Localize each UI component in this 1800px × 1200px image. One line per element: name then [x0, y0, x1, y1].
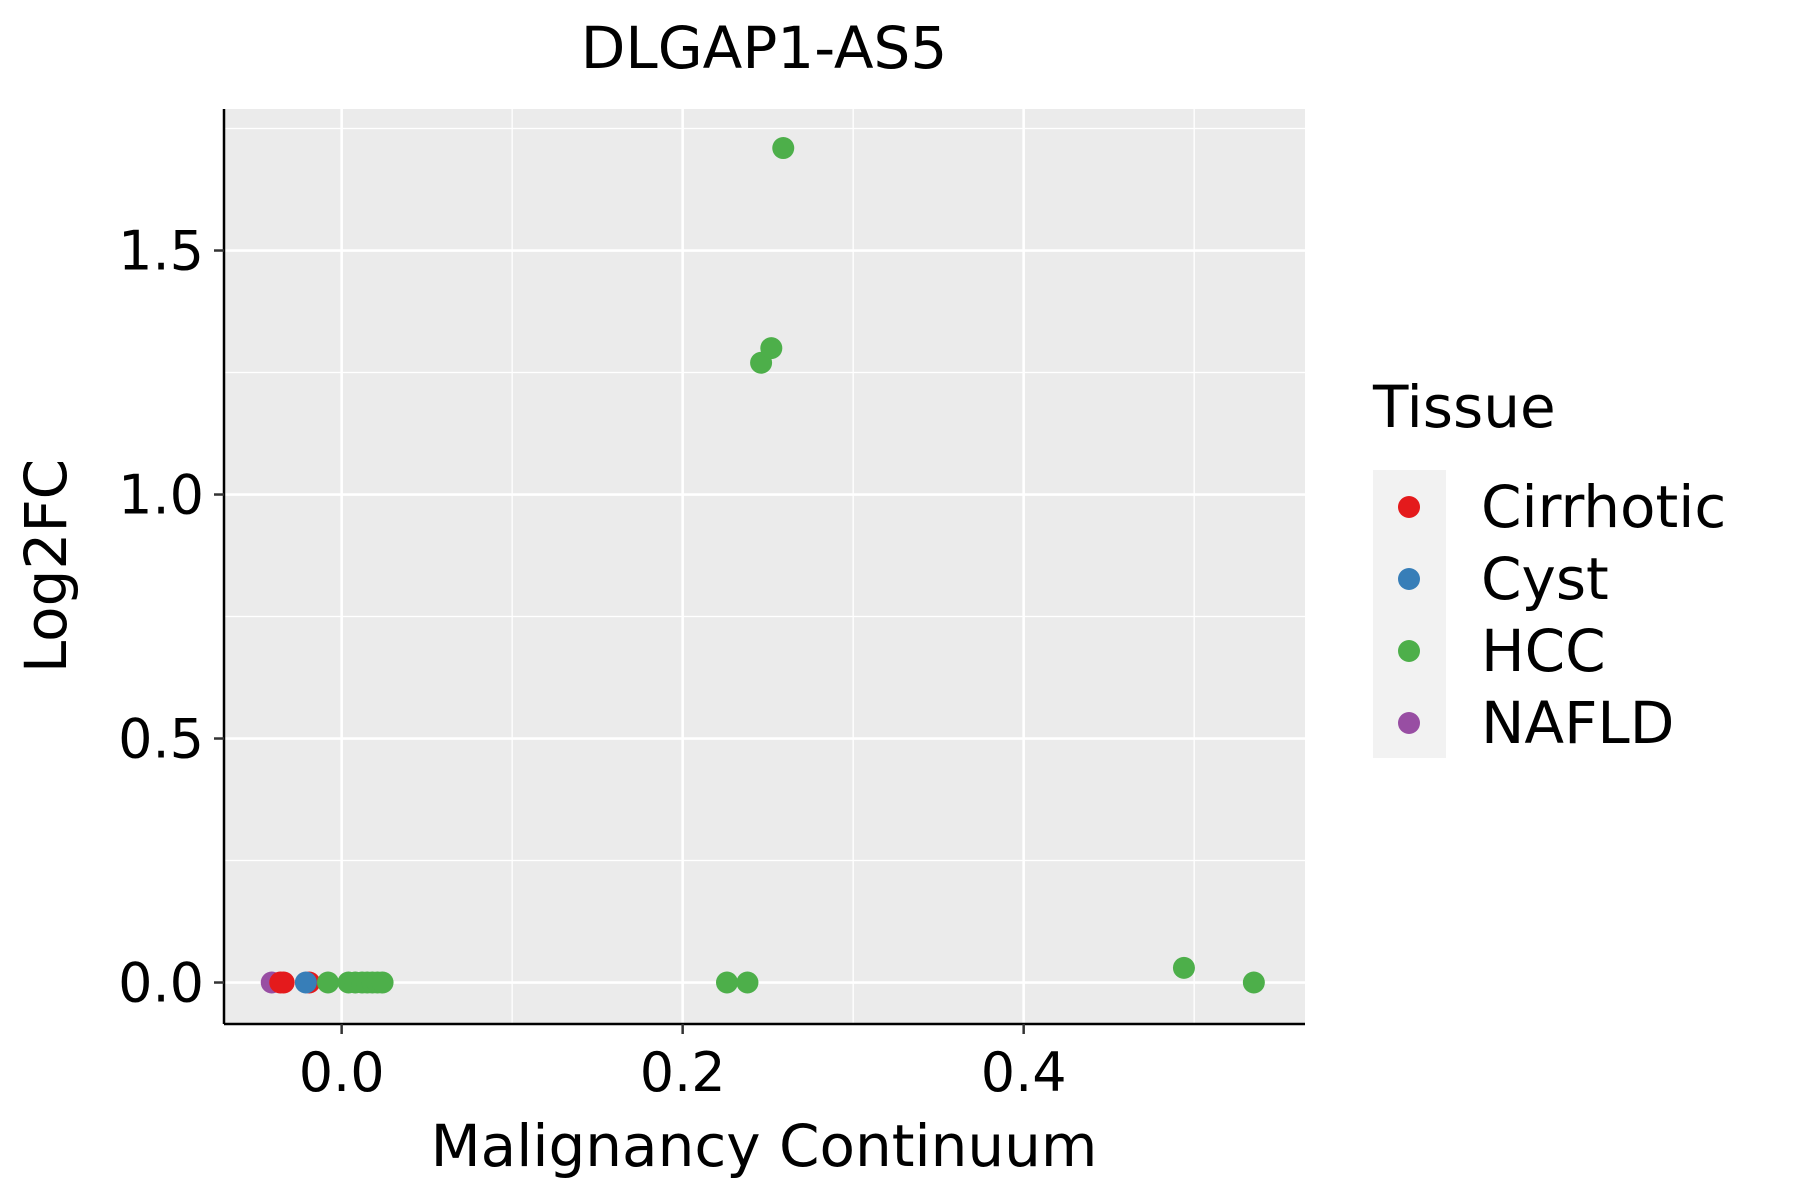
data-point-hcc: [317, 971, 340, 994]
panel-background: [224, 109, 1305, 1024]
legend-label-cirrhotic: Cirrhotic: [1481, 473, 1726, 541]
data-point-hcc: [760, 337, 783, 360]
data-point-hcc: [1172, 956, 1195, 979]
data-point-cyst: [294, 971, 317, 994]
x-tick-label: 0.0: [299, 1041, 385, 1104]
data-point-cirrhotic: [272, 971, 295, 994]
x-tick-label: 0.4: [981, 1041, 1067, 1104]
y-tick-label: 0.0: [118, 952, 204, 1015]
y-tick-label: 0.5: [118, 708, 204, 771]
y-tick-label: 1.5: [118, 220, 204, 283]
legend-label-hcc: HCC: [1481, 617, 1606, 685]
data-point-hcc: [736, 971, 759, 994]
legend-label-cyst: Cyst: [1481, 545, 1609, 613]
data-point-hcc: [371, 971, 394, 994]
y-axis-ticks: 0.0 0.5 1.0 1.5: [118, 220, 224, 1015]
data-point-hcc: [772, 137, 795, 160]
legend-key-nafld: [1398, 712, 1420, 734]
data-point-hcc: [1242, 971, 1265, 994]
legend-key-background: [1373, 470, 1446, 758]
grid-major: [224, 109, 1305, 1024]
legend-label-nafld: NAFLD: [1481, 689, 1674, 757]
legend-title: Tissue: [1372, 373, 1556, 441]
data-points: [260, 137, 1265, 994]
x-tick-label: 0.2: [640, 1041, 726, 1104]
x-axis-ticks: 0.0 0.2 0.4: [299, 1024, 1067, 1104]
legend-key-hcc: [1398, 640, 1420, 662]
legend-key-cirrhotic: [1398, 496, 1420, 518]
chart-title: DLGAP1-AS5: [581, 14, 948, 82]
y-axis-label: Log2FC: [12, 459, 80, 673]
legend-key-cyst: [1398, 568, 1420, 590]
x-axis-label: Malignancy Continuum: [431, 1112, 1098, 1180]
data-point-hcc: [715, 971, 738, 994]
y-tick-label: 1.0: [118, 464, 204, 527]
